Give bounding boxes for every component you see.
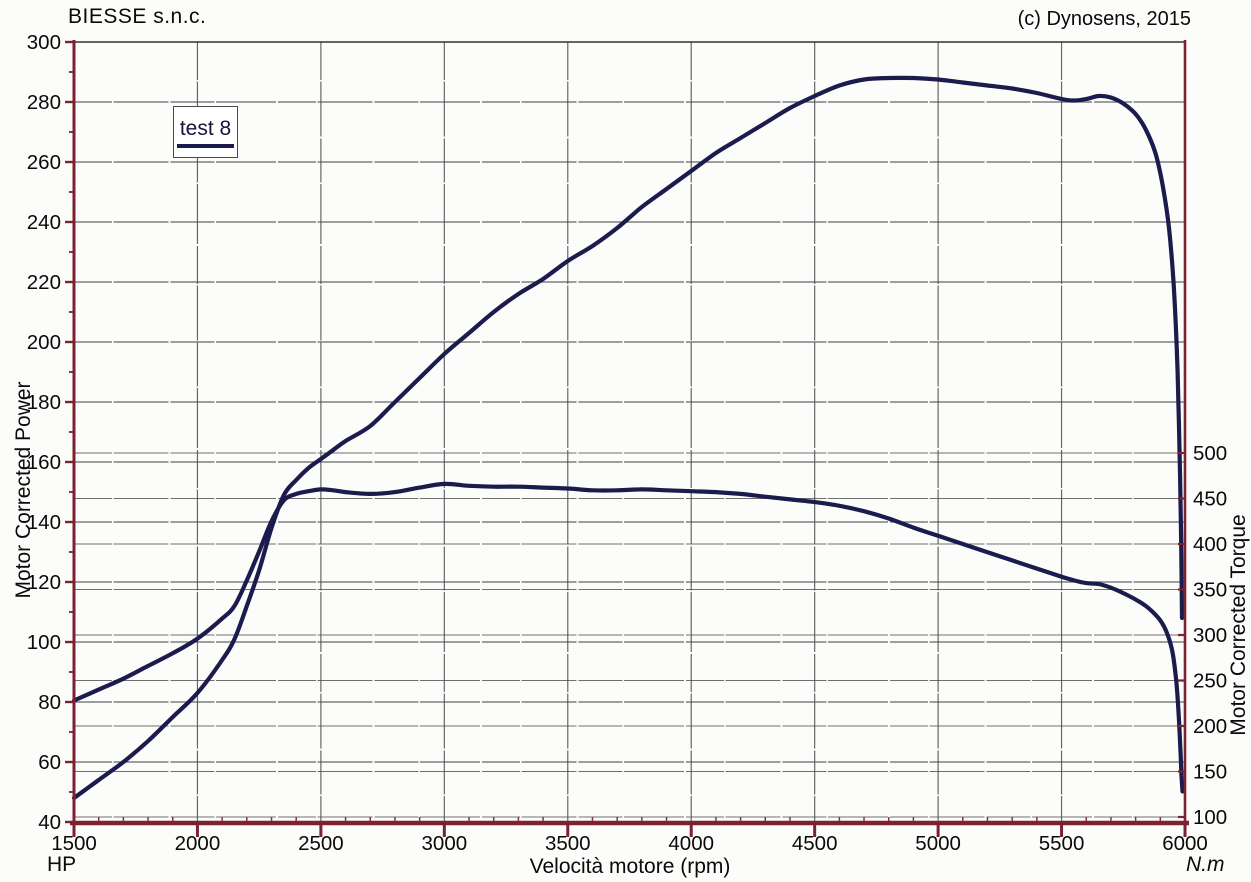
x-tick-label: 3500 — [545, 832, 591, 855]
x-tick-label: 2500 — [298, 832, 344, 855]
y-axis-left-title: Motor Corrected Power — [12, 381, 35, 599]
torque-curve — [71, 481, 1185, 794]
legend-box: test 8 — [173, 106, 238, 158]
x-tick-label: 4500 — [792, 832, 838, 855]
x-axis-title: Velocità motore (rpm) — [529, 855, 731, 878]
y-left-tick-label: 200 — [27, 331, 61, 354]
y-left-tick-label: 300 — [27, 31, 61, 54]
y-left-tick-label: 80 — [38, 691, 61, 714]
y-right-unit-label: N.m — [1186, 853, 1225, 876]
x-tick-label: 4000 — [668, 832, 714, 855]
y-right-tick-label: 500 — [1193, 442, 1227, 465]
x-tick-label: 5500 — [1039, 832, 1085, 855]
company-title: BIESSE s.n.c. — [68, 5, 207, 28]
legend-series-label: test 8 — [176, 117, 235, 148]
y-right-tick-label: 150 — [1193, 761, 1227, 784]
y-left-tick-label: 120 — [27, 571, 61, 594]
x-tick-label: 1500 — [51, 832, 97, 855]
y-right-tick-label: 400 — [1193, 533, 1227, 556]
copyright-notice: (c) Dynosens, 2015 — [1017, 8, 1191, 30]
y-right-tick-label: 450 — [1193, 488, 1227, 511]
y-left-tick-label: 40 — [38, 811, 61, 834]
y-left-tick-label: 140 — [27, 511, 61, 534]
y-right-tick-label: 300 — [1193, 624, 1227, 647]
x-tick-label: 5000 — [915, 832, 961, 855]
y-left-tick-label: 60 — [38, 751, 61, 774]
y-left-tick-label: 180 — [27, 391, 61, 414]
y-left-tick-label: 260 — [27, 151, 61, 174]
y-right-tick-label: 200 — [1193, 715, 1227, 738]
y-right-tick-label: 100 — [1193, 806, 1227, 829]
power-curve — [71, 75, 1185, 801]
y-left-tick-label: 220 — [27, 271, 61, 294]
x-tick-label: 3000 — [422, 832, 468, 855]
y-left-tick-label: 100 — [27, 631, 61, 654]
y-left-tick-label: 160 — [27, 451, 61, 474]
x-tick-label: 6000 — [1162, 832, 1208, 855]
y-right-tick-label: 350 — [1193, 579, 1227, 602]
y-right-tick-label: 250 — [1193, 670, 1227, 693]
x-tick-label: 2000 — [175, 832, 221, 855]
y-axis-right-title: Motor Corrected Torque — [1227, 514, 1250, 736]
y-left-unit-label: HP — [47, 853, 77, 876]
y-left-tick-label: 240 — [27, 211, 61, 234]
y-left-tick-label: 280 — [27, 91, 61, 114]
